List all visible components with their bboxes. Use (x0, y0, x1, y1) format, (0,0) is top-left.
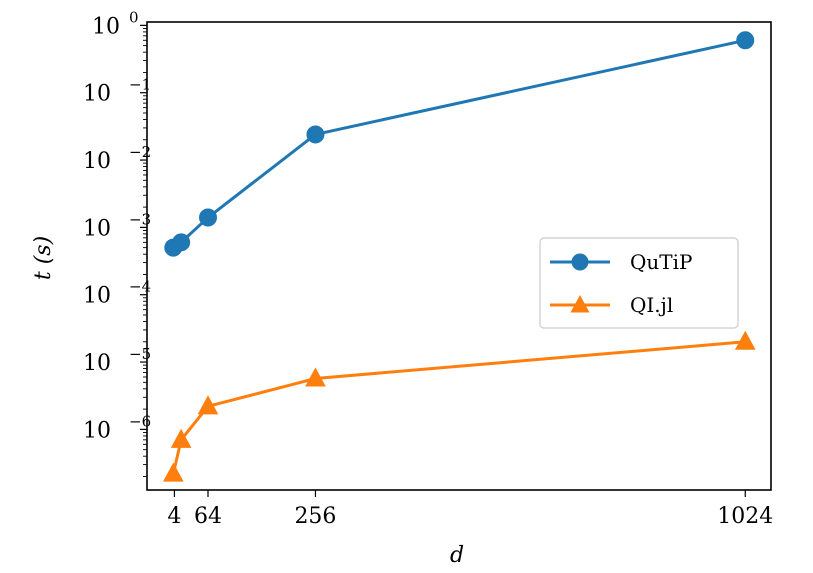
data-point-circle (736, 31, 755, 50)
x-tick-label: 64 (194, 504, 222, 529)
y-tick-exponent: −2 (129, 143, 151, 161)
data-point-circle (199, 208, 218, 227)
series-layer (162, 31, 756, 482)
data-point-triangle (197, 395, 219, 415)
y-tick-exponent: −6 (129, 412, 151, 430)
legend: QuTiP QI.jl (539, 237, 739, 329)
y-axis-title: t (s) (31, 236, 56, 280)
series-line (172, 38, 746, 249)
x-axis-title: d (450, 543, 464, 568)
y-tick-label: 10 (83, 284, 111, 309)
series-qutip (164, 31, 755, 257)
y-tick-label: 10 (83, 351, 111, 376)
series-qi-jl (162, 330, 756, 482)
data-point-circle (172, 233, 191, 252)
plot-area-border (146, 21, 772, 491)
data-point-circle (306, 125, 325, 144)
legend-marker-triangle (570, 295, 590, 313)
y-tick-label: 10 (83, 216, 111, 241)
series-line (171, 340, 746, 475)
x-axis-ticks: 4 64 256 1024 (167, 490, 773, 529)
data-point-triangle (170, 428, 192, 448)
y-tick-label: 10 (83, 82, 111, 107)
y-tick-exponent: −5 (129, 345, 151, 363)
legend-marker-circle (571, 253, 589, 271)
y-tick-exponent: −3 (129, 210, 151, 228)
y-tick-exponent: −4 (129, 278, 151, 296)
y-tick-label: 10 (92, 14, 120, 39)
y-tick-label: 10 (83, 149, 111, 174)
y-tick-exponent: −1 (129, 76, 151, 94)
axes-frame (146, 21, 772, 491)
data-point-triangle (305, 367, 326, 387)
legend-label: QI.jl (630, 293, 673, 317)
legend-label: QuTiP (630, 250, 692, 274)
x-tick-label: 1024 (717, 504, 773, 529)
data-point-triangle (734, 330, 756, 350)
x-tick-label: 256 (294, 504, 336, 529)
x-tick-label: 4 (167, 504, 181, 529)
data-point-triangle (162, 462, 184, 482)
y-axis-ticks: 10 0 10 −1 10 −2 10 −3 10 −4 10 −5 10 −6 (83, 8, 151, 477)
y-tick-exponent: 0 (129, 8, 139, 26)
y-tick-label: 10 (83, 418, 111, 443)
